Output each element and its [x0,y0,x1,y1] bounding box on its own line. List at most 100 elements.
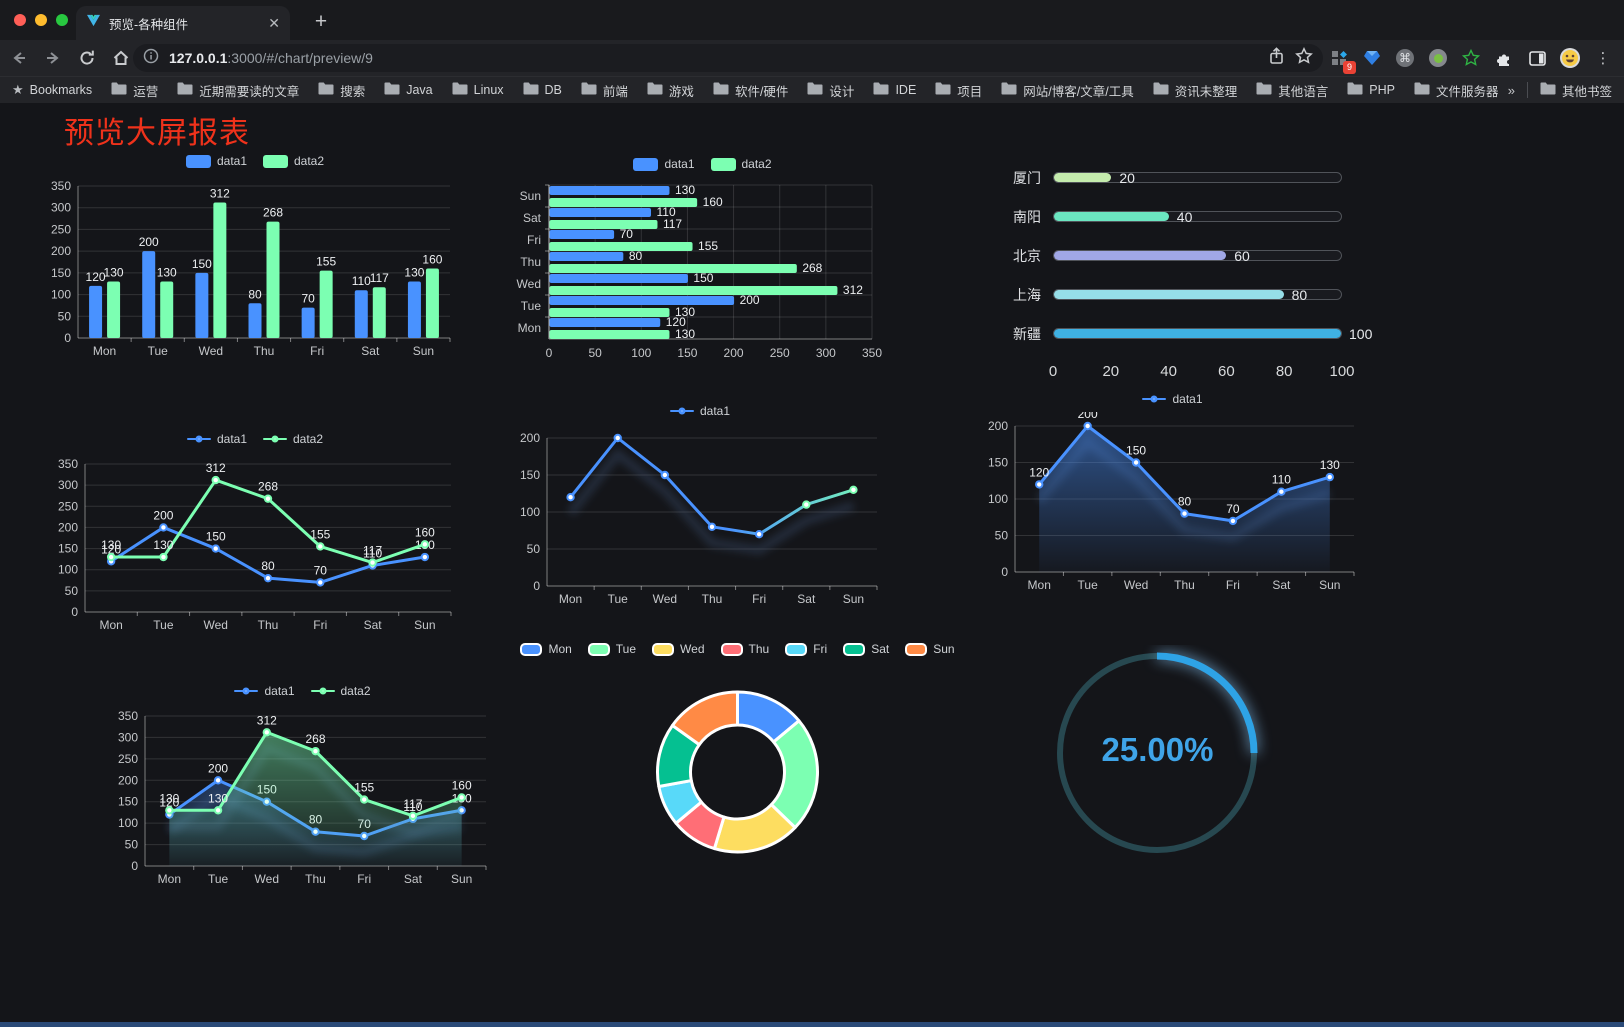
svg-text:Wed: Wed [1124,578,1148,592]
bookmark-folder-item[interactable]: IDE [873,82,916,98]
other-bookmarks-item[interactable]: 其他书签 [1540,81,1612,100]
bookmark-folder-item[interactable]: 搜索 [318,81,365,100]
bookmark-folder-label: 文件服务器 [1435,84,1499,99]
bookmark-folder-item[interactable]: 网站/博客/文章/工具 [1001,81,1134,100]
bookmark-folder-item[interactable]: 软件/硬件 [713,81,788,100]
svg-text:200: 200 [1078,412,1098,421]
gem-extension-icon[interactable] [1359,45,1385,71]
bookmark-folder-item[interactable]: 其他语言 [1256,81,1328,100]
zoom-window-button[interactable] [56,14,68,26]
folder-icon [452,82,468,98]
minimize-window-button[interactable] [35,14,47,26]
legend-item[interactable]: Fri [785,642,827,656]
bookmark-folder-item[interactable]: 文件服务器 [1414,81,1499,100]
progress-axis: 0 20 40 60 80 100 [1049,363,1355,389]
command-extension-icon[interactable]: ⌘ [1392,45,1418,71]
svg-text:Fri: Fri [1226,578,1240,592]
progress-label: 厦门 [1013,169,1041,186]
bookmark-folder-item[interactable]: 游戏 [647,81,694,100]
address-bar[interactable]: 127.0.0.1:3000/#/chart/preview/9 [133,44,1323,72]
svg-text:80: 80 [1178,495,1192,509]
legend-item[interactable]: data2 [263,432,323,446]
svg-text:Sat: Sat [523,211,542,225]
browser-menu-icon[interactable]: ⋮ [1595,50,1611,67]
legend-item[interactable]: Tue [587,642,636,656]
svg-text:120: 120 [1029,465,1049,479]
bookmark-folder-label: 设计 [829,84,855,99]
bookmark-folder-item[interactable]: 设计 [807,81,854,100]
axis-tick-label: 0 [1048,363,1058,380]
svg-text:Thu: Thu [254,344,275,358]
bookmark-star-icon[interactable] [1295,46,1313,70]
bookmarks-overflow-icon[interactable]: » [1507,82,1515,98]
green-star-extension-icon[interactable] [1458,45,1484,71]
bookmark-folder-item[interactable]: 项目 [935,81,982,100]
forward-button[interactable] [38,43,68,73]
site-info-icon[interactable] [143,48,159,69]
bookmark-folder-item[interactable]: 资讯未整理 [1153,81,1237,100]
bookmarks-root-label: Bookmarks [29,83,93,97]
svg-text:Tue: Tue [521,299,542,313]
sidebar-toggle-icon[interactable] [1524,45,1550,71]
legend-item[interactable]: Thu [720,642,769,656]
close-window-button[interactable] [14,14,26,26]
bookmark-folder-item[interactable]: Java [384,82,433,98]
svg-text:50: 50 [65,584,79,598]
legend-item[interactable]: data1 [669,404,730,418]
extensions-puzzle-icon[interactable] [1491,45,1517,71]
chart-legend: data1 [505,400,895,422]
legend-label: data1 [1172,392,1203,406]
svg-text:Wed: Wed [653,592,677,606]
legend-item[interactable]: Mon [520,642,572,656]
bookmark-folder-item[interactable]: 前端 [581,81,628,100]
svg-text:130: 130 [675,183,695,197]
bookmark-folder-item[interactable]: Linux [452,82,504,98]
tab-close-icon[interactable]: ✕ [268,14,280,31]
new-tab-button[interactable]: + [314,10,328,33]
legend-item[interactable]: data1 [234,684,295,698]
svg-text:Mon: Mon [158,872,181,886]
progress-track: 60 [1053,248,1342,264]
legend-item[interactable]: data2 [710,157,772,171]
legend-item[interactable]: Sat [843,642,889,656]
progress-label: 上海 [1013,286,1041,303]
axis-tick-label: 40 [1160,363,1177,380]
bookmark-folder-item[interactable]: DB [523,82,562,98]
legend-item[interactable]: data1 [633,157,695,171]
svg-text:300: 300 [816,346,836,360]
tab-favicon [86,14,101,32]
svg-text:Thu: Thu [520,255,541,269]
record-extension-icon[interactable] [1425,45,1451,71]
browser-tab[interactable]: 预览-各种组件 ✕ [76,6,290,40]
bookmark-folder-item[interactable]: 运营 [111,81,158,100]
legend-item[interactable]: data1 [1142,392,1203,406]
svg-text:Tue: Tue [1078,578,1099,592]
legend-item[interactable]: data2 [310,684,371,698]
tag-assistant-extension-icon[interactable]: 9 [1326,45,1356,74]
svg-text:Wed: Wed [255,872,279,886]
svg-text:Sat: Sat [1272,578,1291,592]
svg-text:200: 200 [740,293,760,307]
legend-swatch [310,687,335,695]
legend-item[interactable]: data1 [186,432,247,446]
svg-text:200: 200 [520,431,540,445]
share-icon[interactable] [1268,46,1285,70]
bookmark-folder-item[interactable]: 近期需要读的文章 [177,81,299,100]
legend-item[interactable]: Wed [652,642,705,656]
reload-button[interactable] [72,43,102,73]
progress-fill [1054,251,1227,260]
bookmark-folder-label: 其他语言 [1278,84,1329,99]
progress-label: 北京 [1013,247,1041,264]
svg-text:0: 0 [533,579,540,593]
svg-text:Fri: Fri [357,872,371,886]
legend-item[interactable]: Sun [905,642,955,656]
legend-item[interactable]: data1 [185,154,247,168]
bookmarks-root-item[interactable]: ★ Bookmarks [12,82,92,98]
svg-text:Fri: Fri [752,592,766,606]
emoji-extension-icon[interactable] [1557,45,1583,71]
svg-text:100: 100 [988,492,1008,506]
home-button[interactable] [106,43,136,73]
bookmark-folder-item[interactable]: PHP [1347,82,1395,98]
back-button[interactable] [4,43,34,73]
legend-item[interactable]: data2 [263,154,324,168]
